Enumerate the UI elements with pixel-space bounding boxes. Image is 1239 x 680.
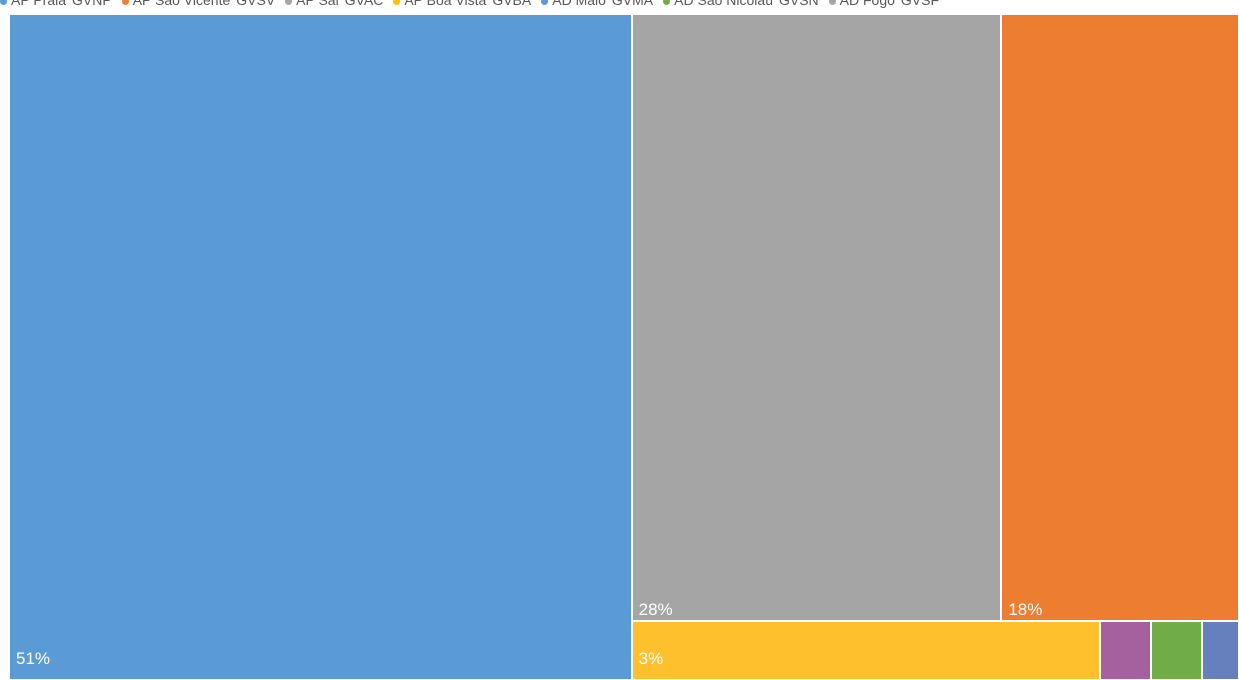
legend-label: AD Fogo [839,0,895,8]
legend-label: AD São Nicolau [674,0,773,8]
treemap-tile: 18% [1001,14,1239,621]
treemap-tile: 51% [9,14,632,680]
treemap-tile: 3% [631,620,1100,680]
tile-value-label: 28% [638,599,673,619]
treemap-tile [1201,620,1239,680]
treemap-tile: 28% [631,14,1002,621]
legend-marker [663,0,671,5]
tile-value-label: 18% [1008,599,1043,619]
legend-marker [0,0,7,5]
legend-code: GVSN [778,0,819,8]
legend-entry: AP São Vicente GVSV [121,0,276,8]
tile-value-label: 51% [16,649,51,668]
legend-marker [393,0,401,5]
legend-code: GVSV [236,0,276,8]
legend-label: AP Boa Vista [404,0,487,8]
treemap-tile [1150,620,1202,680]
legend-marker [121,0,129,5]
legend-entry: AD Fogo GVSF [828,0,940,8]
legend-label: AP Sal [296,0,339,8]
legend-entry: AP Sal GVAC [285,0,383,8]
legend-entry: AD Maio GVMA [541,0,653,8]
legend-code: GVSF [900,0,940,8]
legend-code: GVNP [72,0,112,8]
legend-entry: AD São Nicolau GVSN [663,0,819,8]
chart-legend: AP Praia GVNP AP São Vicente GVSV AP Sal GVAC… [0,0,1239,10]
legend-label: AP Praia [11,0,66,8]
legend-code: GVMA [611,0,654,8]
legend-label: AP São Vicente [132,0,231,8]
legend-entry: AP Boa Vista GVBA [393,0,531,8]
legend-marker [541,0,549,5]
legend-code: GVAC [344,0,384,8]
legend-code: GVBA [492,0,532,8]
legend-marker [828,0,836,5]
legend-entry: AP Praia GVNP [0,0,112,8]
tile-value-label: 3% [638,648,664,668]
legend-marker [285,0,293,5]
treemap-tile [1099,620,1151,680]
legend-label: AD Maio [552,0,606,8]
